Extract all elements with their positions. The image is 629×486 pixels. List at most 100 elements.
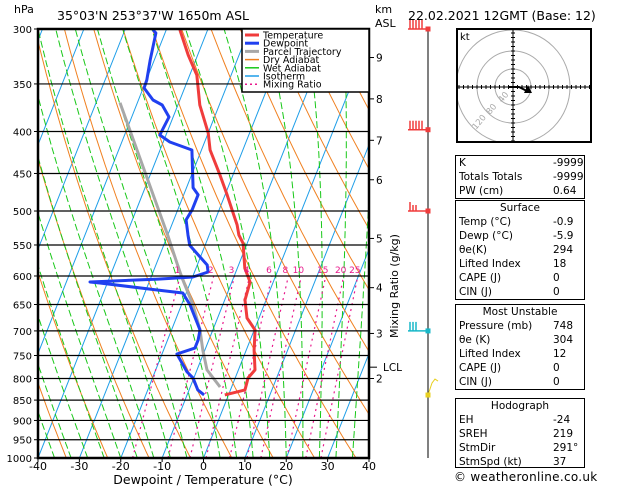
dry-adiabat-line xyxy=(239,29,369,291)
mixing-ratio-label: 10 xyxy=(293,266,305,276)
km-tick-label: 9 xyxy=(376,53,383,65)
stats-row: CAPE (J) 0 xyxy=(456,271,584,285)
dewpoint-line xyxy=(88,29,210,397)
mixing-ratio-label: 3 xyxy=(229,266,235,276)
wet-adiabat-line xyxy=(96,29,221,458)
copyright-footer: © weatheronline.co.uk xyxy=(454,470,598,484)
stats-row: Totals Totals -9999 xyxy=(456,170,584,184)
stats-value: 0 xyxy=(553,286,560,298)
dry-adiabat-line xyxy=(122,29,316,458)
stats-value: 219 xyxy=(553,428,574,440)
x-tick-label: 20 xyxy=(279,460,293,473)
legend-label: Temperature xyxy=(262,31,323,42)
stats-row: θe(K) 294 xyxy=(456,243,584,257)
isotherm-line xyxy=(327,352,369,458)
legend-label: Dry Adiabat xyxy=(263,55,320,66)
wind-barb xyxy=(408,120,431,133)
most-unstable-box: Most Unstable Pressure (mb) 748 θe (K) 304 Li… xyxy=(455,304,585,390)
hodograph-trace xyxy=(509,86,528,92)
stats-label: SREH xyxy=(459,428,488,440)
wind-barb xyxy=(408,20,431,32)
wind-level-marker xyxy=(425,208,431,214)
stats-row: CAPE (J) 0 xyxy=(456,361,584,375)
wet-adiabat-line xyxy=(55,29,188,458)
stats-row: CIN (J) 0 xyxy=(456,375,584,389)
isotherm-line xyxy=(161,29,333,458)
stats-section-title: Surface xyxy=(499,202,540,214)
datetime-title: 22.02.2021 12GMT (Base: 12) xyxy=(408,8,596,23)
mixing-ratio-label: 2 xyxy=(208,266,214,276)
x-tick-label: -30 xyxy=(70,460,88,473)
stats-label: Pressure (mb) xyxy=(459,320,533,332)
stats-row: Lifted Index 12 xyxy=(456,347,584,361)
x-tick-label: -10 xyxy=(153,460,171,473)
stats-value: 304 xyxy=(553,334,574,346)
wind-level-marker xyxy=(425,392,431,398)
stats-section-title: Most Unstable xyxy=(482,306,558,318)
isotherm-line xyxy=(0,29,1,458)
mixing-ratio-label: 6 xyxy=(266,266,272,276)
pressure-tick-label: 500 xyxy=(13,207,32,218)
pressure-tick-label: 950 xyxy=(13,436,32,447)
wind-level-marker xyxy=(425,328,431,334)
stats-value: -24 xyxy=(553,414,571,426)
stats-value: 291° xyxy=(553,442,579,454)
isotherm-line xyxy=(38,29,126,251)
dry-adiabat-line xyxy=(622,29,629,458)
stats-row: θe (K) 304 xyxy=(456,333,584,347)
mixing-ratio-line xyxy=(229,275,273,458)
storm-motion-marker xyxy=(524,85,532,93)
pressure-tick-label: 750 xyxy=(13,351,32,362)
mixing-ratio-line xyxy=(246,275,289,458)
pressure-tick-label: 650 xyxy=(13,301,32,312)
isotherm-line xyxy=(285,247,369,458)
mixing-ratio-line xyxy=(205,275,251,458)
stats-value: 294 xyxy=(553,244,574,256)
mixing-ratio-label: 25 xyxy=(349,266,360,276)
pressure-tick-label: 1000 xyxy=(7,454,32,465)
km-tick-label: 4 xyxy=(376,283,383,295)
pressure-tick-label: 850 xyxy=(13,396,32,407)
wet-adiabat-line xyxy=(122,29,238,458)
temperature-line xyxy=(178,29,257,397)
stats-value: 12 xyxy=(553,348,567,360)
legend-label: Mixing Ratio xyxy=(263,80,322,91)
hodograph-unit-label: kt xyxy=(460,32,470,43)
x-axis-title: Dewpoint / Temperature (°C) xyxy=(113,472,292,486)
wind-barb xyxy=(408,202,431,214)
mixing-ratio-label: 20 xyxy=(335,266,347,276)
stats-label: StmDir xyxy=(459,442,496,454)
stats-value: 0 xyxy=(553,362,560,374)
stats-label: θe(K) xyxy=(459,244,487,256)
stats-section-title: Hodograph xyxy=(490,400,550,412)
x-tick-label: 10 xyxy=(238,460,252,473)
x-tick-label: 40 xyxy=(362,460,376,473)
wind-barb xyxy=(408,321,431,334)
mixing-ratio-label: 8 xyxy=(282,266,288,276)
stats-row: Temp (°C) -0.9 xyxy=(456,215,584,229)
location-title: 35°03'N 253°37'W 1650m ASL xyxy=(57,8,249,23)
pressure-tick-label: 300 xyxy=(13,25,32,36)
stats-row: Lifted Index 18 xyxy=(456,257,584,271)
stats-value: 0.64 xyxy=(553,185,577,197)
stats-label: Lifted Index xyxy=(459,258,521,270)
mixing-ratio-line xyxy=(286,275,327,458)
stats-value: -5.9 xyxy=(553,230,574,242)
lcl-label: LCL xyxy=(383,362,402,374)
stats-value: -9999 xyxy=(553,157,584,169)
stats-value: -9999 xyxy=(553,171,584,183)
mixing-ratio-line xyxy=(260,275,302,458)
stats-value: 37 xyxy=(553,456,567,468)
wind-barb xyxy=(425,378,439,398)
stats-value: 0 xyxy=(553,376,560,388)
km-tick-label: 6 xyxy=(376,175,383,187)
isotherm-line xyxy=(78,29,250,458)
wet-adiabat-line xyxy=(38,362,72,458)
stats-label: Lifted Index xyxy=(459,348,521,360)
legend-label: Dewpoint xyxy=(263,39,308,50)
x-tick-label: -20 xyxy=(112,460,130,473)
wet-adiabat-line xyxy=(306,29,323,458)
